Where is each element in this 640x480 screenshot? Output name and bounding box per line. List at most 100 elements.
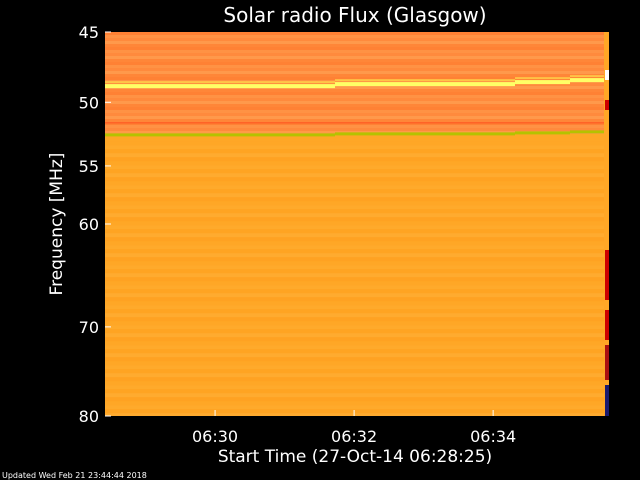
lower-band-stripe: [105, 253, 609, 258]
lower-band-stripe: [105, 337, 609, 342]
lower-band-stripe: [105, 185, 609, 190]
lower-band-stripe: [105, 197, 609, 202]
upper-band-stripe: [105, 116, 609, 119]
lower-band-stripe: [105, 189, 609, 194]
footer-updated: Updated Wed Feb 21 23:44:44 2018: [2, 471, 147, 480]
upper-band-stripe: [105, 107, 609, 110]
right-edge-burst: [605, 250, 609, 300]
lower-band-stripe: [105, 321, 609, 326]
upper-band-stripe: [105, 44, 609, 47]
lower-band-stripe: [105, 341, 609, 346]
bright-emission-line: [570, 78, 609, 83]
lower-band-stripe: [105, 273, 609, 278]
lower-band-stripe: [105, 145, 609, 150]
y-tick-label: 70: [79, 318, 99, 337]
lower-band-stripe: [105, 217, 609, 222]
lower-band-stripe: [105, 381, 609, 386]
lower-band-stripe: [105, 385, 609, 390]
green-emission-line: [105, 133, 335, 137]
right-edge-burst: [605, 70, 609, 80]
lower-band-stripe: [105, 353, 609, 358]
upper-band-stripe: [105, 50, 609, 53]
lower-band-stripe: [105, 269, 609, 274]
upper-band-stripe: [105, 38, 609, 41]
lower-band-stripe: [105, 413, 609, 416]
upper-band-stripe: [105, 110, 609, 113]
lower-band-stripe: [105, 149, 609, 154]
lower-band-stripe: [105, 237, 609, 242]
bright-emission-line: [515, 80, 570, 85]
green-emission-line: [335, 132, 515, 136]
upper-band-stripe: [105, 47, 609, 50]
lower-band-stripe: [105, 281, 609, 286]
y-tick-label: 60: [79, 215, 99, 234]
lower-band-stripe: [105, 389, 609, 394]
lower-band-stripe: [105, 277, 609, 282]
bright-emission-line: [335, 82, 515, 87]
y-tick-label: 80: [79, 407, 99, 426]
upper-band-stripe: [105, 101, 609, 104]
upper-band-stripe: [105, 74, 609, 77]
upper-band-stripe: [105, 125, 609, 128]
lower-band-stripe: [105, 377, 609, 382]
upper-band-stripe: [105, 95, 609, 98]
upper-band-stripe: [105, 35, 609, 38]
right-edge-burst: [605, 310, 609, 340]
lower-band-stripe: [105, 245, 609, 250]
lower-band-stripe: [105, 157, 609, 162]
y-tick-label: 45: [79, 23, 99, 42]
red-band-line: [105, 122, 609, 124]
right-edge-burst: [605, 345, 609, 380]
lower-band-stripe: [105, 405, 609, 410]
lower-band-stripe: [105, 293, 609, 298]
bright-emission-line: [105, 84, 335, 89]
chart-title: Solar radio Flux (Glasgow): [223, 3, 486, 27]
upper-band-stripe: [105, 104, 609, 107]
bright-line-halo: [570, 75, 609, 78]
lower-band-stripe: [105, 205, 609, 210]
upper-band-stripe: [105, 53, 609, 56]
y-axis: 45 50 55 60 70 80: [79, 23, 111, 426]
green-emission-line: [570, 130, 609, 134]
lower-band-stripe: [105, 169, 609, 174]
y-axis-label: Frequency [MHz]: [47, 153, 67, 296]
lower-band-stripe: [105, 225, 609, 230]
upper-band-stripe: [105, 113, 609, 116]
x-tick-label: 06:30: [192, 427, 238, 446]
x-axis-label: Start Time (27-Oct-14 06:28:25): [218, 447, 492, 467]
x-tick-label: 06:34: [470, 427, 516, 446]
lower-band-stripe: [105, 193, 609, 198]
bright-line-halo: [335, 79, 515, 82]
upper-band-stripe: [105, 56, 609, 59]
lower-band-stripe: [105, 373, 609, 378]
lower-band-stripe: [105, 165, 609, 170]
lower-band-stripe: [105, 177, 609, 182]
lower-band-stripe: [105, 181, 609, 186]
lower-band-stripe: [105, 229, 609, 234]
y-tick-label: 55: [79, 157, 99, 176]
lower-band-stripe: [105, 261, 609, 266]
lower-band-stripe: [105, 309, 609, 314]
lower-band-stripe: [105, 397, 609, 402]
upper-band-stripe: [105, 98, 609, 101]
lower-band-stripe: [105, 305, 609, 310]
right-edge-column: [604, 32, 609, 416]
lower-band-stripe: [105, 409, 609, 414]
lower-band-stripe: [105, 365, 609, 370]
lower-band-stripe: [105, 361, 609, 366]
upper-band-stripe: [105, 32, 609, 35]
plot-area: [105, 32, 609, 416]
lower-band-stripe: [105, 317, 609, 322]
lower-band-stripe: [105, 201, 609, 206]
bright-line-halo: [515, 77, 570, 80]
lower-band-stripe: [105, 265, 609, 270]
lower-band-stripe: [105, 369, 609, 374]
upper-band-stripe: [105, 92, 609, 95]
lower-band-stripe: [105, 289, 609, 294]
lower-band-stripe: [105, 329, 609, 334]
upper-band-stripe: [105, 80, 609, 83]
upper-band-stripe: [105, 68, 609, 71]
lower-band-stripe: [105, 297, 609, 302]
upper-band-stripe: [105, 41, 609, 44]
